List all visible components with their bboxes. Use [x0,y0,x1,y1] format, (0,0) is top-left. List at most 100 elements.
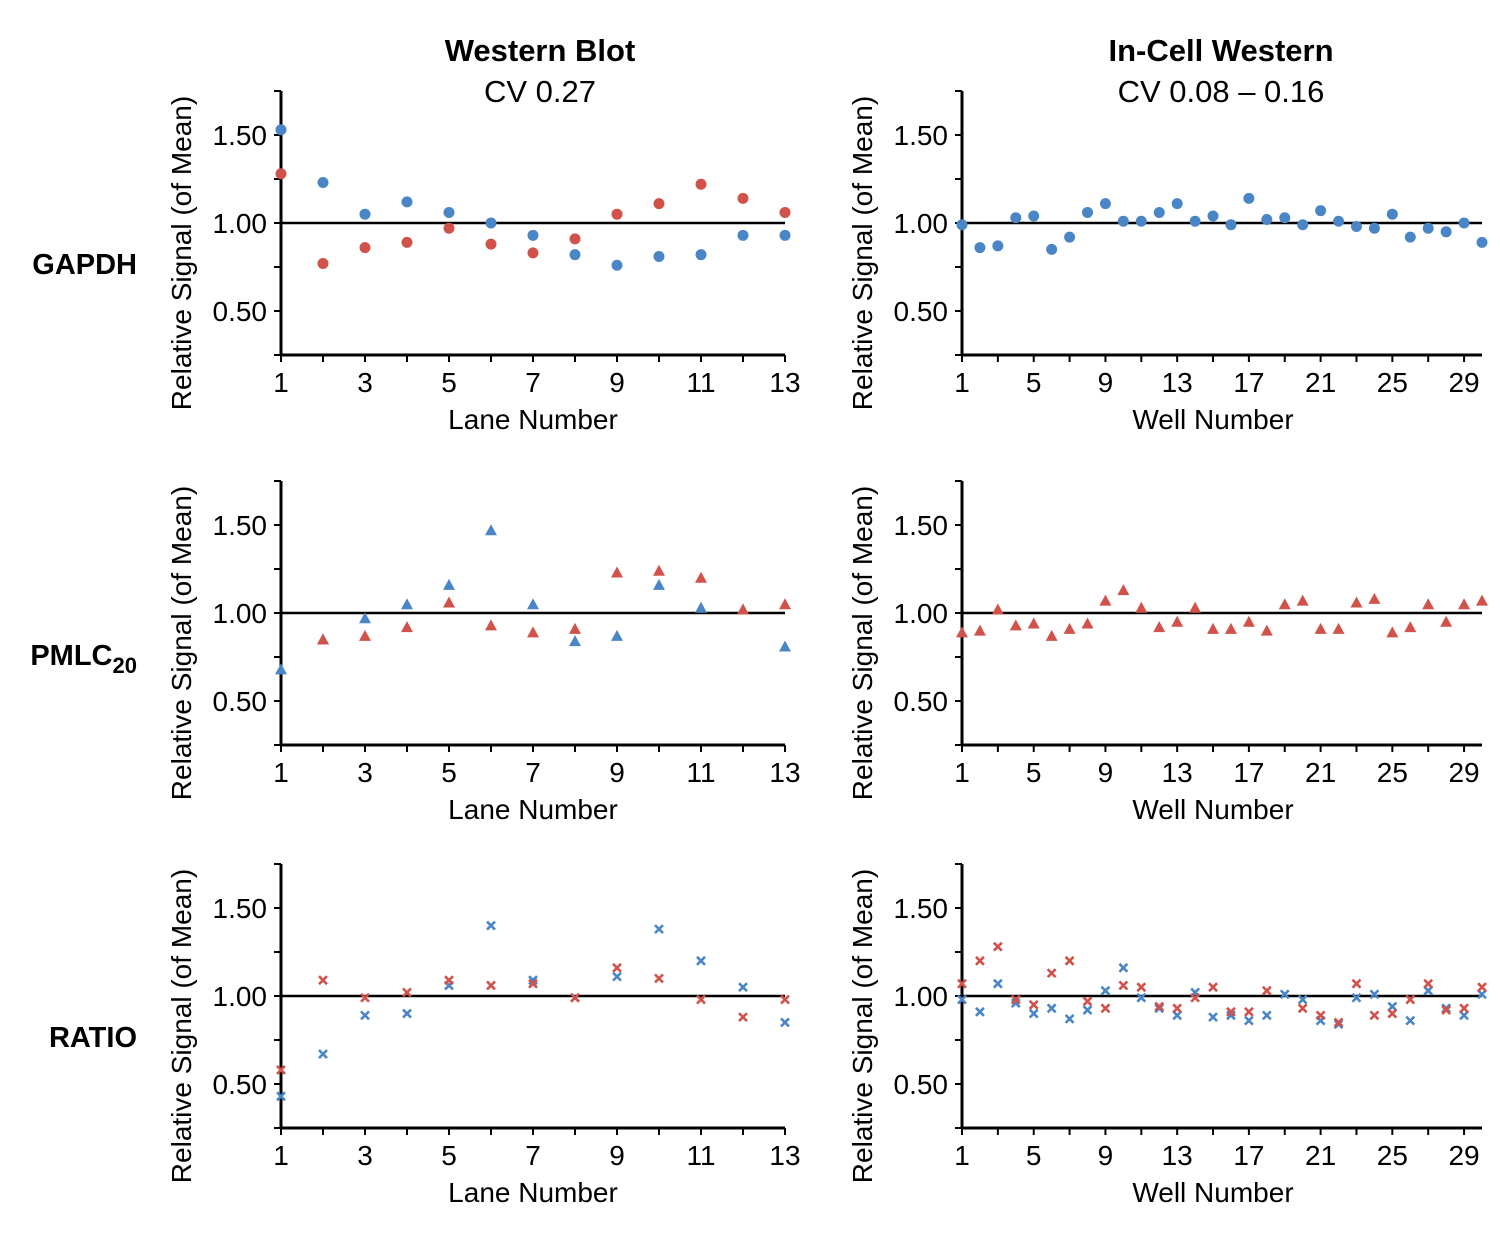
data-point [1189,601,1202,613]
data-point [1351,992,1362,1003]
data-point [1046,1003,1057,1014]
data-point [1369,989,1380,1000]
x-tick-label: 17 [1233,757,1264,788]
x-tick-label: 1 [954,367,970,398]
x-tick-label: 9 [609,757,625,788]
column-title-western-blot: Western Blot [445,33,636,68]
data-point [401,621,413,633]
data-point [359,208,371,220]
data-point [1118,962,1129,973]
data-point [611,208,623,220]
x-tick-label: 1 [273,367,289,398]
data-point [1278,598,1291,610]
data-point [1009,619,1022,631]
data-point [1136,992,1147,1003]
data-point [1477,982,1487,993]
data-point [1459,1003,1469,1014]
data-point [1045,629,1058,641]
data-point [317,177,329,189]
data-point [1368,222,1380,234]
x-tick-label: 9 [1098,1140,1114,1171]
data-point [317,257,329,269]
data-point [1387,1008,1398,1019]
column-title-in-cell-western: In-Cell Western [1108,33,1333,68]
y-axis-label: Relative Signal (of Mean) [166,96,197,410]
data-point [1153,621,1166,633]
x-axis-label: Well Number [1132,404,1293,435]
data-point [1242,615,1255,627]
data-point [1046,968,1057,979]
x-tick-label: 11 [686,367,715,398]
data-point [1224,622,1237,634]
data-point [275,663,287,675]
data-point [443,222,455,234]
series-2 [275,168,791,269]
x-tick-label: 7 [525,757,541,788]
y-tick-label: 0.50 [894,1069,949,1100]
data-point [1351,978,1362,989]
y-axis-label: Relative Signal (of Mean) [847,486,878,800]
data-point [695,178,707,190]
x-tick-label: 21 [1305,757,1336,788]
x-tick-label: 3 [357,1140,373,1171]
data-point [1440,615,1453,627]
column-subtitle-in-cell-western: CV 0.08 – 0.16 [1118,74,1325,109]
x-tick-label: 21 [1305,1140,1336,1171]
data-point [696,994,706,1005]
x-tick-label: 7 [525,367,541,398]
data-point [318,1049,328,1059]
y-tick-label: 1.50 [213,120,268,151]
data-point [653,198,665,210]
data-point [1082,206,1094,218]
data-point [1386,626,1399,638]
data-point [1332,622,1345,634]
x-axis-label: Lane Number [448,1177,618,1208]
data-point [973,624,986,636]
data-point [654,973,664,984]
data-point [737,229,749,241]
data-point [1172,1003,1183,1014]
data-point [359,242,371,254]
data-point [1010,994,1021,1005]
data-point [1225,219,1237,231]
data-point [569,249,581,261]
data-point [1350,596,1363,608]
panel-2: 0.50 1.00 1.50 1 5 9 13 17 21 25 29 Well Number Rela… [847,90,1488,435]
data-point [1135,215,1147,227]
x-tick-label: 3 [357,367,373,398]
data-point [1297,994,1308,1005]
row-label-gapdh: GAPDH [32,249,137,281]
data-point [975,955,985,966]
data-point [612,971,622,982]
x-tick-label: 13 [1162,367,1193,398]
data-point [695,601,707,613]
data-point [1154,1001,1165,1012]
data-point [738,982,748,993]
x-tick-label: 25 [1377,757,1408,788]
data-point [1315,205,1327,217]
x-tick-label: 5 [441,757,457,788]
data-point [528,978,538,989]
series-2 [276,962,790,1075]
data-point [1063,622,1076,634]
data-point [1208,982,1218,993]
data-point [1117,584,1130,596]
series-1 [275,524,791,675]
data-point [1458,598,1471,610]
row-label-pmlc20: PMLC20 [30,640,137,678]
y-tick-label: 1.00 [213,598,268,629]
x-tick-label: 1 [954,1140,970,1171]
x-tick-label: 5 [441,1140,457,1171]
data-point [275,168,287,180]
data-point [653,578,665,590]
data-point [1226,1006,1236,1017]
data-point [1153,206,1165,218]
series-2 [957,941,1487,1028]
y-tick-label: 1.00 [213,981,268,1012]
data-point [401,196,413,208]
data-point [779,598,791,610]
x-tick-label: 9 [609,1140,625,1171]
data-point [957,978,967,989]
